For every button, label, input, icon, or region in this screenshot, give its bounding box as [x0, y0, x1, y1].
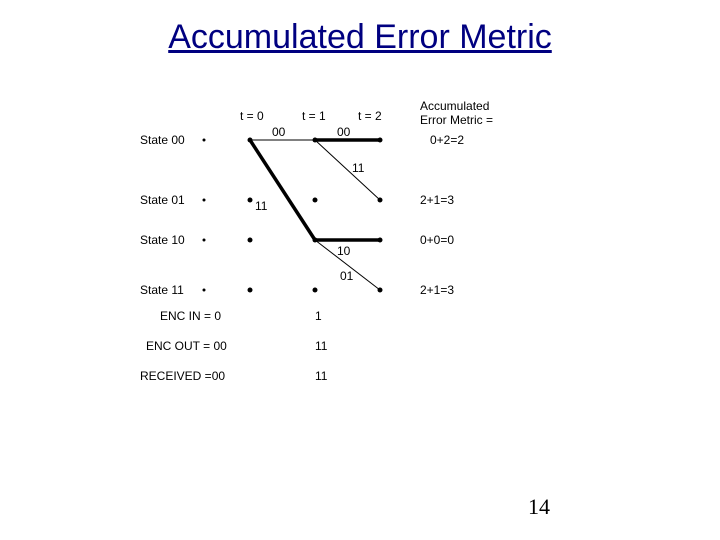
aem-header: Error Metric =: [420, 113, 493, 127]
state-dot: [248, 288, 253, 293]
state-dot: [378, 238, 383, 243]
state-label: State 11: [140, 283, 184, 297]
edge-label: 00: [272, 125, 286, 139]
encoded-row-value: 1: [315, 309, 322, 323]
edge-label: 10: [337, 244, 351, 258]
edge-label: 00: [337, 125, 351, 139]
state-dot: [313, 288, 318, 293]
state-dot: [248, 238, 253, 243]
aem-value: 0+0=0: [420, 233, 454, 247]
state-dot: [248, 138, 253, 143]
state-dot: [248, 198, 253, 203]
state-marker-dot: [203, 139, 206, 142]
state-dot: [378, 138, 383, 143]
state-dot: [378, 198, 383, 203]
trellis-edge: [315, 140, 380, 200]
state-marker-dot: [203, 199, 206, 202]
encoded-row-value: 11: [315, 339, 328, 353]
page-title: Accumulated Error Metric: [0, 18, 720, 57]
trellis-diagram: 00 00 11 11 10 01 t = 0 t = 1 t = 2 AccumulatedEr…: [100, 100, 600, 440]
page-number: 14: [528, 494, 550, 520]
aem-value: 2+1=3: [420, 283, 454, 297]
edge-label: 01: [340, 269, 354, 283]
state-dot: [313, 138, 318, 143]
state-marker-dot: [203, 289, 206, 292]
encoded-row-label: ENC IN = 0: [160, 309, 221, 323]
aem-value: 0+2=2: [430, 133, 464, 147]
edge-label: 11: [255, 199, 268, 213]
edge-label: 11: [352, 161, 365, 175]
encoded-row-label: RECEIVED =00: [140, 369, 225, 383]
time-label: t = 0: [240, 109, 264, 123]
state-dot: [313, 238, 318, 243]
state-label: State 10: [140, 233, 185, 247]
state-dot: [378, 288, 383, 293]
encoded-row-label: ENC OUT = 00: [146, 339, 227, 353]
state-label: State 01: [140, 193, 185, 207]
encoded-row-value: 11: [315, 369, 328, 383]
aem-value: 2+1=3: [420, 193, 454, 207]
state-label: State 00: [140, 133, 185, 147]
state-dot: [313, 198, 318, 203]
state-marker-dot: [203, 239, 206, 242]
time-label: t = 2: [358, 109, 382, 123]
trellis-edge: [250, 140, 315, 240]
time-label: t = 1: [302, 109, 326, 123]
aem-header: Accumulated: [420, 100, 489, 113]
